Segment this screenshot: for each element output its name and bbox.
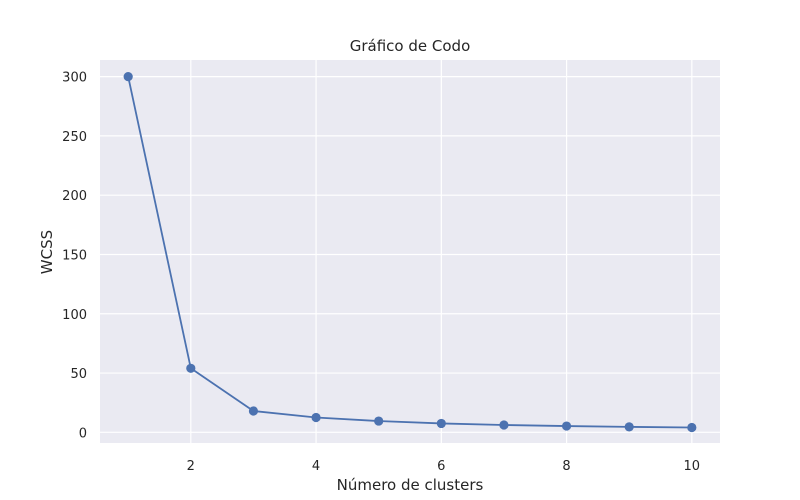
y-tick-label: 50 [70,367,87,382]
y-tick-label: 0 [79,426,87,441]
data-point [123,72,133,82]
x-tick-label: 8 [562,459,570,474]
x-tick-label: 6 [437,459,445,474]
x-tick-label: 10 [684,459,701,474]
data-point [624,422,634,432]
y-axis-label: WCSS [38,230,56,274]
x-axis-label: Número de clusters [337,476,484,494]
y-tick-label: 250 [62,130,87,145]
y-tick-label: 150 [62,248,87,263]
data-point [374,416,384,426]
y-tick-label: 300 [62,71,87,86]
data-point [436,418,446,429]
data-point [561,421,572,431]
data-point [687,422,697,433]
data-point [311,412,321,423]
x-tick-label: 4 [312,459,320,474]
plot-background [100,60,720,443]
grid-lines [100,60,720,443]
x-tick-label: 2 [187,459,195,474]
chart-title: Gráfico de Codo [350,37,471,55]
data-point [499,420,509,430]
series-line [127,76,692,429]
series-layer [123,72,697,433]
y-tick-label: 200 [62,189,87,204]
data-point [248,406,259,416]
y-tick-label: 100 [62,308,87,323]
data-point [186,363,196,373]
